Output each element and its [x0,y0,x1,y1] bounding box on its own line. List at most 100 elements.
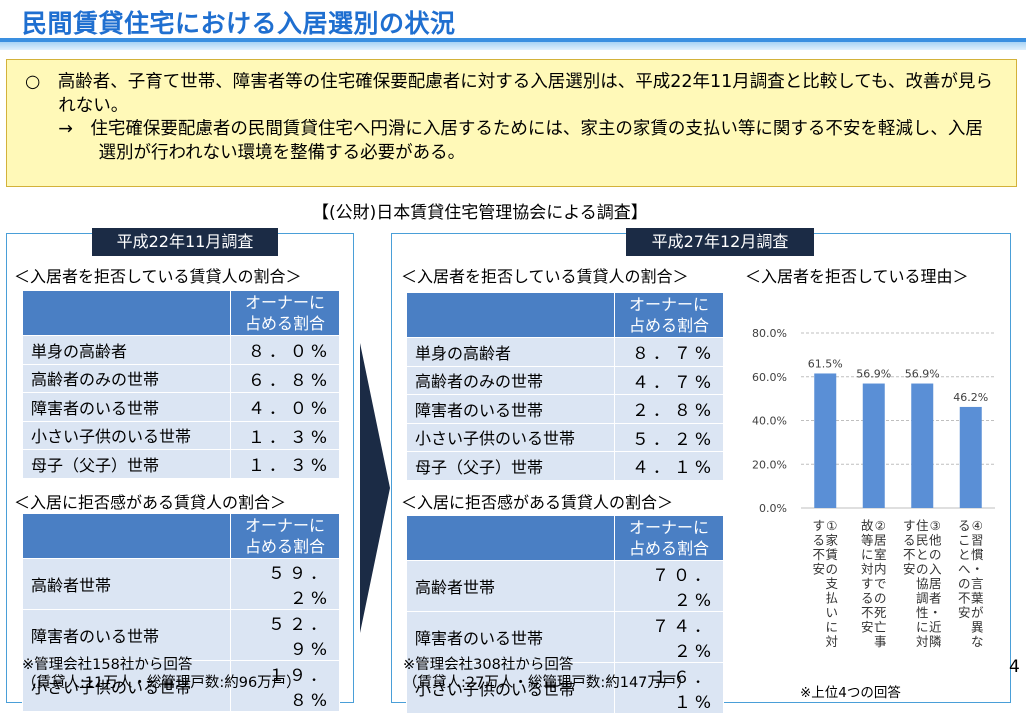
h22-note-respondents: ※管理会社158社から回答 [22,657,193,673]
table-row: 高齢者世帯 ５９．２% [22,558,340,610]
row-label: 小さい子供のいる世帯 [22,660,231,712]
x-tick-char: の [874,591,887,606]
h22-note-scale: （賃貸人:11万人・総管理戸数:約96万戸） [22,675,301,691]
x-tick-char: ④ [972,518,983,533]
x-tick-char: 安 [861,620,874,635]
x-tick-char: 民 [916,533,929,548]
x-tick-char: の [916,562,929,577]
x-tick-char: ① [826,518,837,533]
x-tick-char: い [825,605,838,620]
row-value: ４．７% [614,365,724,395]
bar [959,406,982,508]
h22-reluctance-heading: ＜入居に拒否感がある賃貸人の割合＞ [14,493,287,512]
x-tick-char: 性 [916,605,929,620]
x-tick-char: と [958,547,971,562]
h27-reluctance-table: オーナーに 占める割合 高齢者世帯 ７０．２% 障害者のいる世帯 ７４．２% 小さい… [406,515,724,714]
row-value: ８．０% [230,335,340,365]
bar-value-label: 56.9% [856,368,891,381]
x-tick-char: な [971,634,984,649]
x-tick-char: 不 [903,547,916,562]
row-value: １．３% [230,449,340,479]
row-value: ６．８% [230,363,340,393]
bar-value-label: 56.9% [905,368,940,381]
x-tick-char: す [903,518,916,533]
row-label: 小さい子供のいる世帯 [406,422,615,452]
h22-refusal-table: オーナーに 占める割合 単身の高齢者 ８．０% 高齢者のみの世帯 ６．８% 障害者の… [22,290,340,479]
x-tick-char: 室 [874,547,887,562]
row-value: ５．２% [614,422,724,452]
table-row: 母子（父子）世帯 １．３% [22,449,340,479]
x-tick-char: す [812,518,825,533]
row-value: ５２．９% [230,609,340,661]
header-line-1: オーナーに [628,295,709,314]
x-tick-char: が [971,605,984,620]
header-line-1: オーナーに [628,518,709,537]
title-underline-band [0,38,1026,50]
x-tick-char: 事 [874,634,887,649]
header-line-2: 占める割合 [628,316,709,335]
x-tick-char: 等 [861,533,874,548]
y-tick-label: 0.0% [759,502,787,515]
x-tick-char: 入 [929,562,942,577]
x-tick-char: 内 [874,562,887,577]
bar-value-label: 61.5% [808,357,843,370]
row-label: 障害者のいる世帯 [22,392,231,422]
row-value: ４．１% [614,451,724,481]
x-tick-char: 安 [812,562,825,577]
x-tick-char: ② [875,518,886,533]
h27-note-scale: （賃貸人:27万人・総管理戸数:約147万戸） [403,675,691,691]
y-tick-label: 80.0% [752,327,787,340]
header-line-1: オーナーに [244,293,325,312]
header-line-1: オーナーに [244,516,325,535]
x-tick-char: す [861,576,874,591]
x-tick-char: 他 [929,533,942,548]
table-row: 障害者のいる世帯 ４．０% [22,392,340,422]
x-tick-char: 故 [861,518,874,533]
x-tick-char: の [929,547,942,562]
table-row: 小さい子供のいる世帯 １６．１% [406,662,724,714]
row-label: 高齢者世帯 [406,560,615,612]
x-tick-char: 払 [825,591,838,606]
x-tick-char: 安 [958,605,971,620]
x-tick-char: 調 [916,591,929,606]
x-tick-char: 近 [929,620,942,635]
h27-note-respondents: ※管理会社308社から回答 [403,657,574,673]
chart-note: ※上位4つの回答 [800,685,901,701]
header-line-2: 占める割合 [244,537,325,556]
x-tick-char: 言 [971,576,984,591]
bar-value-label: 46.2% [953,391,988,404]
table-row: 単身の高齢者 ８．０% [22,335,340,365]
row-label: 障害者のいる世帯 [406,394,615,424]
header-blank [22,290,231,336]
survey-organization: 【(公財)日本賃貸住宅管理協会による調査】 [312,203,648,223]
table-row: 障害者のいる世帯 ７４．２% [406,611,724,663]
h27-refusal-heading: ＜入居者を拒否している賃貸人の割合＞ [401,267,689,286]
badge-h27: 平成27年12月調査 [626,228,814,256]
h27-reasons-heading: ＜入居者を拒否している理由＞ [745,267,969,286]
x-tick-char: の [958,576,971,591]
x-tick-char: る [903,533,916,548]
x-tick-char: へ [958,562,971,577]
x-tick-char: に [861,547,874,562]
row-label: 高齢者のみの世帯 [22,363,231,393]
x-tick-char: る [812,533,825,548]
row-value: ７４．２% [614,611,724,663]
header-line-2: 占める割合 [244,314,325,333]
x-tick-char: ③ [930,518,941,533]
x-tick-char: 亡 [874,620,887,635]
row-value: ７０．２% [614,560,724,612]
h22-refusal-heading: ＜入居者を拒否している賃貸人の割合＞ [14,267,302,286]
x-tick-char: 支 [825,576,838,591]
x-tick-char: 隣 [929,634,942,649]
header-blank [406,292,615,338]
x-tick-char: こ [958,533,971,548]
x-tick-char: 住 [916,518,929,533]
x-tick-char: 協 [916,576,929,591]
summary-line-2: → 住宅確保要配慮者の民間賃貸住宅へ円滑に入居するためには、家主の家賃の支払い等… [58,119,983,163]
x-tick-char: 居 [874,533,887,548]
row-label: 小さい子供のいる世帯 [406,662,615,714]
y-tick-label: 60.0% [752,371,787,384]
